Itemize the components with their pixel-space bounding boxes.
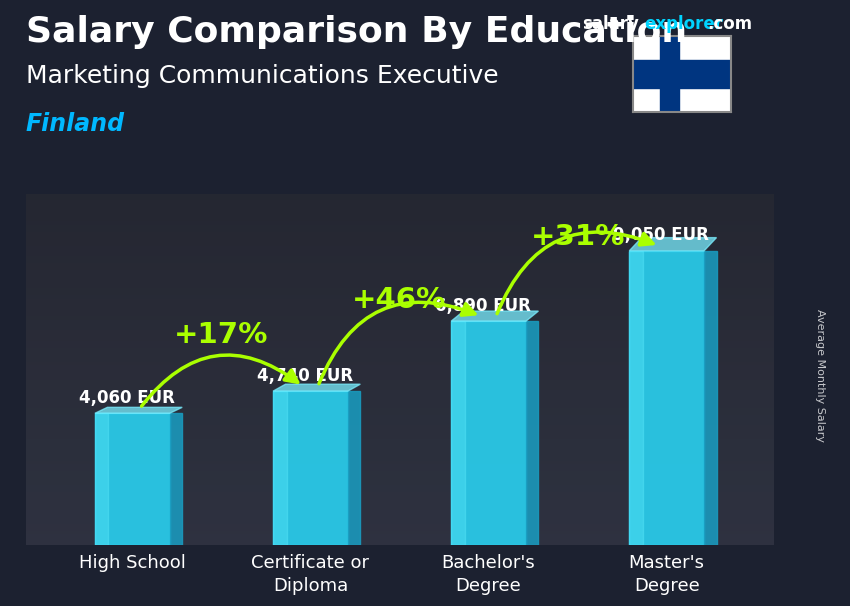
Polygon shape xyxy=(170,413,182,545)
Polygon shape xyxy=(95,407,182,413)
Text: Average Monthly Salary: Average Monthly Salary xyxy=(815,309,825,442)
Bar xyxy=(273,391,286,545)
Bar xyxy=(451,321,465,545)
Polygon shape xyxy=(704,251,717,545)
Polygon shape xyxy=(526,321,538,545)
Text: +31%: +31% xyxy=(530,222,625,250)
Text: 4,740 EUR: 4,740 EUR xyxy=(257,367,353,385)
Polygon shape xyxy=(629,238,717,251)
Text: explorer: explorer xyxy=(644,15,723,33)
Bar xyxy=(95,413,170,545)
Text: 9,050 EUR: 9,050 EUR xyxy=(614,227,709,244)
Text: Salary Comparison By Education: Salary Comparison By Education xyxy=(26,15,687,49)
Bar xyxy=(629,251,704,545)
Text: Marketing Communications Executive: Marketing Communications Executive xyxy=(26,64,498,88)
Polygon shape xyxy=(273,384,360,391)
Text: 6,890 EUR: 6,890 EUR xyxy=(435,297,531,315)
Bar xyxy=(95,413,109,545)
Text: salary: salary xyxy=(582,15,639,33)
Bar xyxy=(660,36,679,112)
Bar xyxy=(629,251,643,545)
Text: .com: .com xyxy=(707,15,752,33)
Text: 4,060 EUR: 4,060 EUR xyxy=(79,389,175,407)
Polygon shape xyxy=(451,311,538,321)
Bar xyxy=(451,321,526,545)
Text: +17%: +17% xyxy=(174,321,269,349)
Text: +46%: +46% xyxy=(353,286,446,314)
Bar xyxy=(633,61,731,88)
Text: Finland: Finland xyxy=(26,112,124,136)
Bar xyxy=(273,391,348,545)
Polygon shape xyxy=(348,391,360,545)
